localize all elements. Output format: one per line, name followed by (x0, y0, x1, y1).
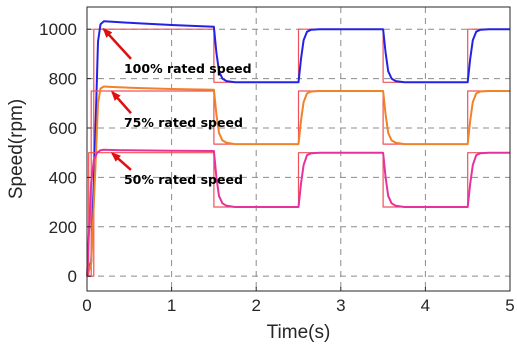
annotation-arrow (110, 152, 132, 171)
annotations: 100% rated speed 75% rated speed 50% rated… (102, 27, 252, 187)
series-lines (86, 20, 510, 277)
x-tick-label: 5 (505, 296, 514, 315)
x-tick-label: 3 (336, 296, 345, 315)
y-tick-label: 200 (49, 218, 77, 237)
plot-frame (86, 6, 511, 292)
annotation-arrow (111, 90, 132, 115)
y-axis-label: Speed(rpm) (6, 99, 27, 199)
annotation-label: 50% rated speed (124, 172, 243, 187)
tick-labels: 0 1 2 3 4 5 0 200 400 600 800 1000 (39, 20, 515, 315)
x-tick-label: 4 (421, 296, 430, 315)
x-tick-label: 2 (251, 296, 260, 315)
y-tick-label: 800 (49, 70, 77, 89)
y-tick-label: 1000 (39, 20, 77, 39)
annotation-arrow (102, 27, 132, 60)
speed-100-line (86, 20, 510, 277)
y-tick-label: 400 (49, 168, 77, 187)
annotation-label: 75% rated speed (124, 115, 243, 130)
speed-50-line (86, 148, 510, 277)
x-tick-label: 1 (167, 296, 176, 315)
y-tick-label: 600 (49, 119, 77, 138)
speed-75-line (86, 85, 510, 277)
x-axis-label: Time(s) (267, 322, 331, 343)
x-tick-label: 0 (82, 296, 91, 315)
y-tick-label: 0 (68, 267, 77, 286)
annotation-label: 100% rated speed (124, 61, 252, 76)
